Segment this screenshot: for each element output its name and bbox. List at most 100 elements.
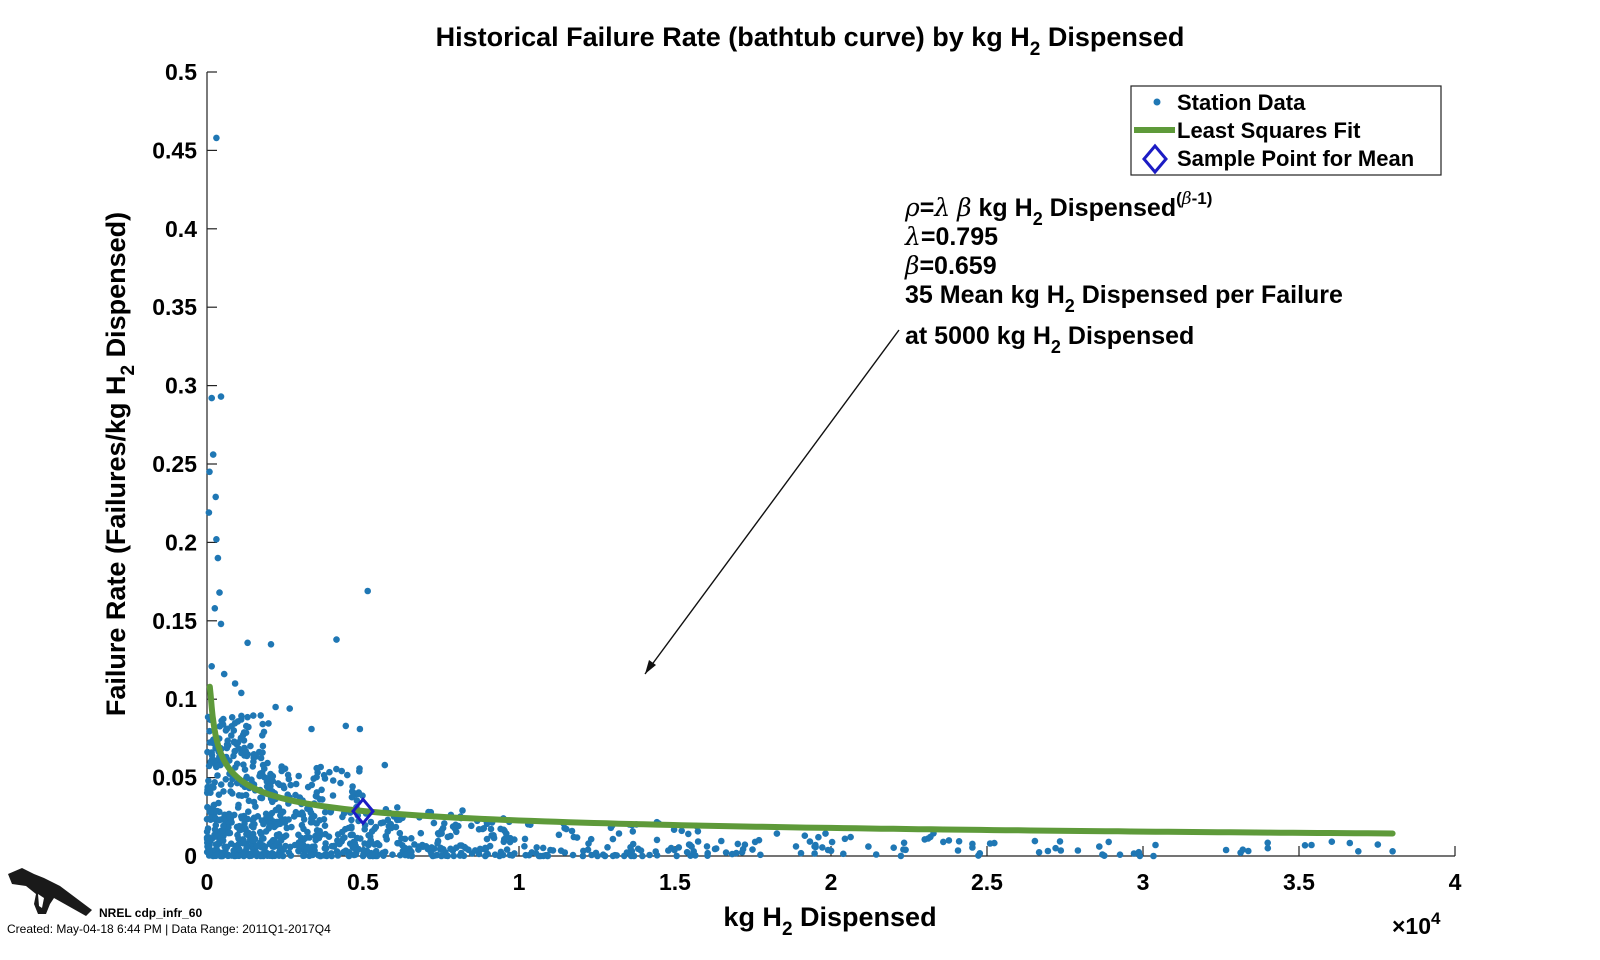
station-data-point <box>253 842 261 850</box>
station-data-point <box>673 852 680 860</box>
x-tick-label: 2.5 <box>971 869 1003 895</box>
station-data-point <box>1056 838 1064 845</box>
x-tick-label: 3 <box>1137 869 1150 895</box>
station-data-point <box>287 852 295 859</box>
station-data-point <box>244 639 251 647</box>
station-data-point <box>945 837 953 844</box>
station-data-point <box>308 815 315 822</box>
y-tick-label: 0.05 <box>152 765 197 791</box>
station-data-point <box>308 851 315 859</box>
y-tick-label: 0.25 <box>152 451 197 477</box>
station-data-point <box>225 824 232 831</box>
x-axis-multiplier: ×104 <box>1392 909 1441 939</box>
station-data-point <box>806 838 814 845</box>
station-data-point <box>333 765 340 773</box>
station-data-point <box>1130 850 1138 857</box>
station-data-point <box>261 765 268 772</box>
station-data-point <box>249 763 257 770</box>
station-data-point <box>281 765 289 772</box>
station-data-point <box>615 830 623 837</box>
station-data-point <box>333 848 341 855</box>
station-data-point <box>219 837 227 844</box>
station-data-point <box>336 840 343 848</box>
station-data-point <box>227 840 235 847</box>
legend-fit-label: Least Squares Fit <box>1177 118 1361 143</box>
station-data-point <box>1245 847 1252 855</box>
station-data-point <box>401 844 409 852</box>
station-data-point <box>302 834 309 842</box>
station-data-point <box>315 852 322 859</box>
station-data-point <box>290 813 298 820</box>
station-data-point <box>266 813 274 821</box>
station-data-point <box>267 852 275 859</box>
station-data-point <box>406 848 414 856</box>
station-data-point <box>890 844 897 851</box>
station-data-point <box>734 840 742 848</box>
station-data-point <box>585 840 592 847</box>
station-data-point <box>801 832 809 839</box>
station-data-point <box>367 818 375 826</box>
x-tick-label: 1 <box>513 869 526 895</box>
station-data-point <box>500 826 508 834</box>
station-data-point <box>360 846 367 854</box>
station-data-point <box>246 851 254 859</box>
station-data-point <box>865 843 872 850</box>
least-squares-fit-line <box>206 683 1396 837</box>
x-tick-label: 0.5 <box>347 869 379 895</box>
station-data-point <box>250 751 258 758</box>
fit-annotation: ρ=λ β kg H2 Dispensed(β-1) λ=0.795 β=0.6… <box>644 189 1343 675</box>
legend: Station Data Least Squares Fit Sample Po… <box>1130 85 1442 176</box>
station-data-point <box>220 788 227 795</box>
station-data-point <box>218 717 225 725</box>
station-data-point <box>238 815 246 822</box>
station-data-point <box>241 766 249 773</box>
station-data-point <box>438 852 445 860</box>
station-data-point <box>203 828 211 835</box>
station-data-point <box>675 844 683 851</box>
station-data-point <box>231 720 239 727</box>
station-data-point <box>348 816 355 824</box>
station-data-point <box>215 840 222 848</box>
station-data-point <box>206 727 213 735</box>
station-data-point <box>317 763 325 771</box>
station-data-point <box>288 823 295 831</box>
y-axis-ticks: 0 0.05 0.1 0.15 0.2 0.25 0.3 0.35 0.4 0.45 0.5 <box>152 59 217 869</box>
station-data-point <box>349 783 356 790</box>
station-data-point <box>482 852 489 860</box>
station-data-point <box>238 792 246 799</box>
station-data-point <box>954 847 962 854</box>
station-data-point <box>304 828 311 836</box>
station-data-point <box>921 836 928 843</box>
station-data-point <box>475 826 483 833</box>
station-data-point <box>215 791 223 798</box>
annotation-lambda: λ=0.795 <box>904 222 998 251</box>
station-data-point <box>609 852 617 860</box>
station-data-point <box>639 852 646 860</box>
station-data-point <box>394 839 401 847</box>
station-data-point <box>232 764 239 771</box>
station-data-point <box>274 821 282 828</box>
station-data-point <box>841 835 849 843</box>
x-axis-label: kg H2 Dispensed <box>723 902 936 940</box>
station-data-point <box>353 797 361 804</box>
station-data-point <box>690 848 697 855</box>
station-data-point <box>286 705 294 712</box>
station-data-point <box>503 833 510 841</box>
station-data-point <box>459 807 466 814</box>
station-data-point <box>819 844 826 851</box>
station-data-point <box>811 850 818 857</box>
legend-sample-point-marker <box>1142 143 1168 175</box>
station-data-point <box>847 833 854 841</box>
station-data-point <box>292 780 300 788</box>
station-data-point <box>646 851 653 859</box>
axes <box>206 72 1455 857</box>
station-data-point <box>394 804 401 811</box>
station-data-point <box>525 851 533 859</box>
station-data-point <box>208 394 215 402</box>
station-data-point <box>840 850 847 858</box>
station-data-point <box>387 824 395 832</box>
station-data-point <box>303 846 310 854</box>
chart-title: Historical Failure Rate (bathtub curve) … <box>436 22 1185 60</box>
station-data-point <box>350 851 358 859</box>
station-data-point <box>203 815 211 823</box>
